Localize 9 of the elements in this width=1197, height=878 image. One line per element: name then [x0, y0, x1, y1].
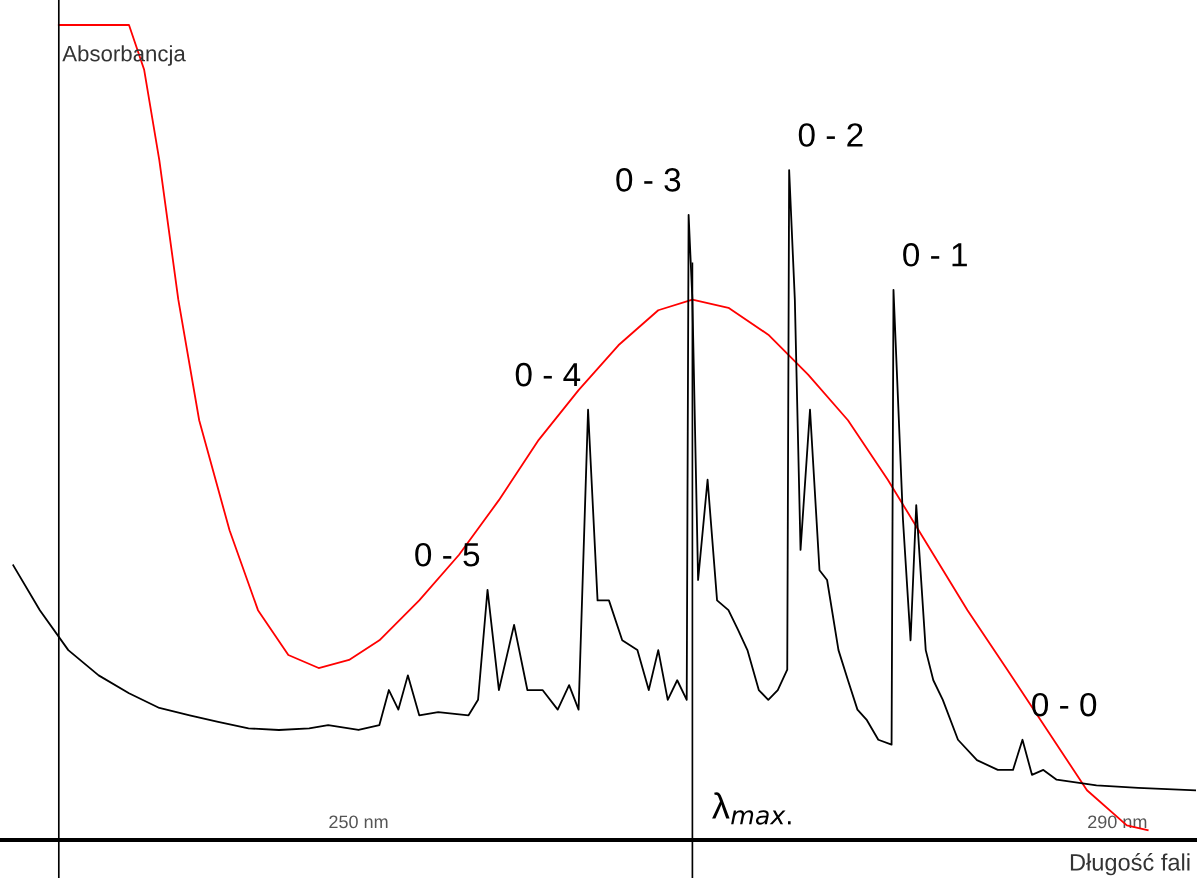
annotation: 0 - 5	[415, 542, 480, 567]
x-axis-title: Długość fali	[1070, 853, 1190, 876]
annotation: 0 - 3	[616, 168, 681, 192]
ref-line-label: λ$_{max.}$	[712, 792, 791, 825]
annotation: 0 - 1	[903, 243, 967, 267]
annotation: 0 - 0	[1032, 692, 1097, 717]
annotation: 0 - 2	[798, 123, 863, 147]
annotation: 0 - 4	[515, 362, 581, 387]
x-tick-label: 250 nm	[329, 815, 388, 829]
